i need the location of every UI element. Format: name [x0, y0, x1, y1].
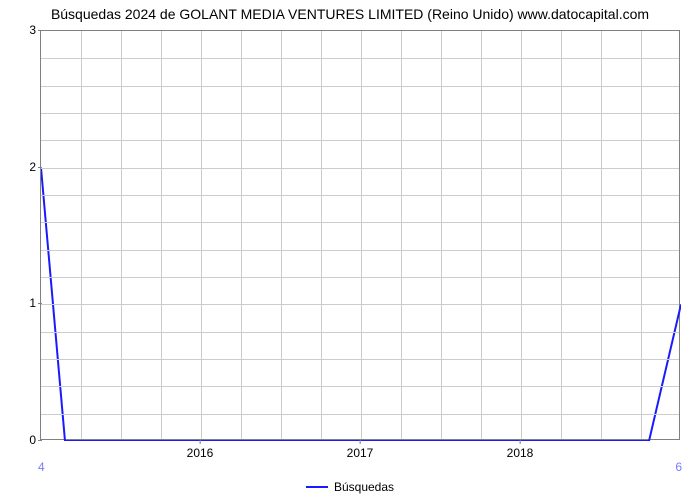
x-axis-tick-label: 2017	[347, 446, 374, 460]
gridline-vertical	[161, 31, 162, 439]
gridline-vertical	[201, 31, 202, 439]
legend-label: Búsquedas	[334, 480, 394, 494]
gridline-vertical	[81, 31, 82, 439]
gridline-horizontal-minor	[41, 222, 679, 223]
gridline-vertical	[481, 31, 482, 439]
gridline-horizontal-minor	[41, 332, 679, 333]
gridline-horizontal-minor	[41, 250, 679, 251]
y-axis-tick-label: 1	[18, 296, 36, 310]
gridline-vertical	[361, 31, 362, 439]
gridline-horizontal-minor	[41, 195, 679, 196]
y-axis-tick-label: 0	[18, 433, 36, 447]
legend-swatch	[306, 486, 328, 488]
corner-label-bottom-right: 6	[675, 460, 682, 474]
y-axis-tick-label: 2	[18, 160, 36, 174]
gridline-vertical	[641, 31, 642, 439]
gridline-horizontal-minor	[41, 414, 679, 415]
gridline-horizontal-minor	[41, 386, 679, 387]
corner-label-bottom-left: 4	[38, 460, 45, 474]
gridline-vertical	[521, 31, 522, 439]
plot-area	[40, 30, 680, 440]
gridline-horizontal-minor	[41, 58, 679, 59]
gridline-vertical	[601, 31, 602, 439]
gridline-horizontal-minor	[41, 277, 679, 278]
x-axis-tick-label: 2018	[507, 446, 534, 460]
gridline-vertical	[401, 31, 402, 439]
gridline-vertical	[121, 31, 122, 439]
gridline-horizontal-minor	[41, 113, 679, 114]
gridline-horizontal-minor	[41, 359, 679, 360]
gridline-vertical	[321, 31, 322, 439]
chart-title: Búsquedas 2024 de GOLANT MEDIA VENTURES …	[0, 0, 700, 26]
gridline-horizontal-minor	[41, 86, 679, 87]
x-axis-tick-label: 2016	[187, 446, 214, 460]
gridline-vertical	[281, 31, 282, 439]
gridline-vertical	[561, 31, 562, 439]
y-axis-tick-label: 3	[18, 23, 36, 37]
gridline-horizontal	[41, 168, 679, 169]
gridline-horizontal	[41, 304, 679, 305]
chart-container: Búsquedas 2024 de GOLANT MEDIA VENTURES …	[0, 0, 700, 500]
gridline-horizontal-minor	[41, 140, 679, 141]
legend: Búsquedas	[306, 480, 394, 494]
plot-area-wrapper: 4 6 0123201620172018	[40, 30, 680, 440]
gridline-vertical	[241, 31, 242, 439]
gridline-vertical	[441, 31, 442, 439]
